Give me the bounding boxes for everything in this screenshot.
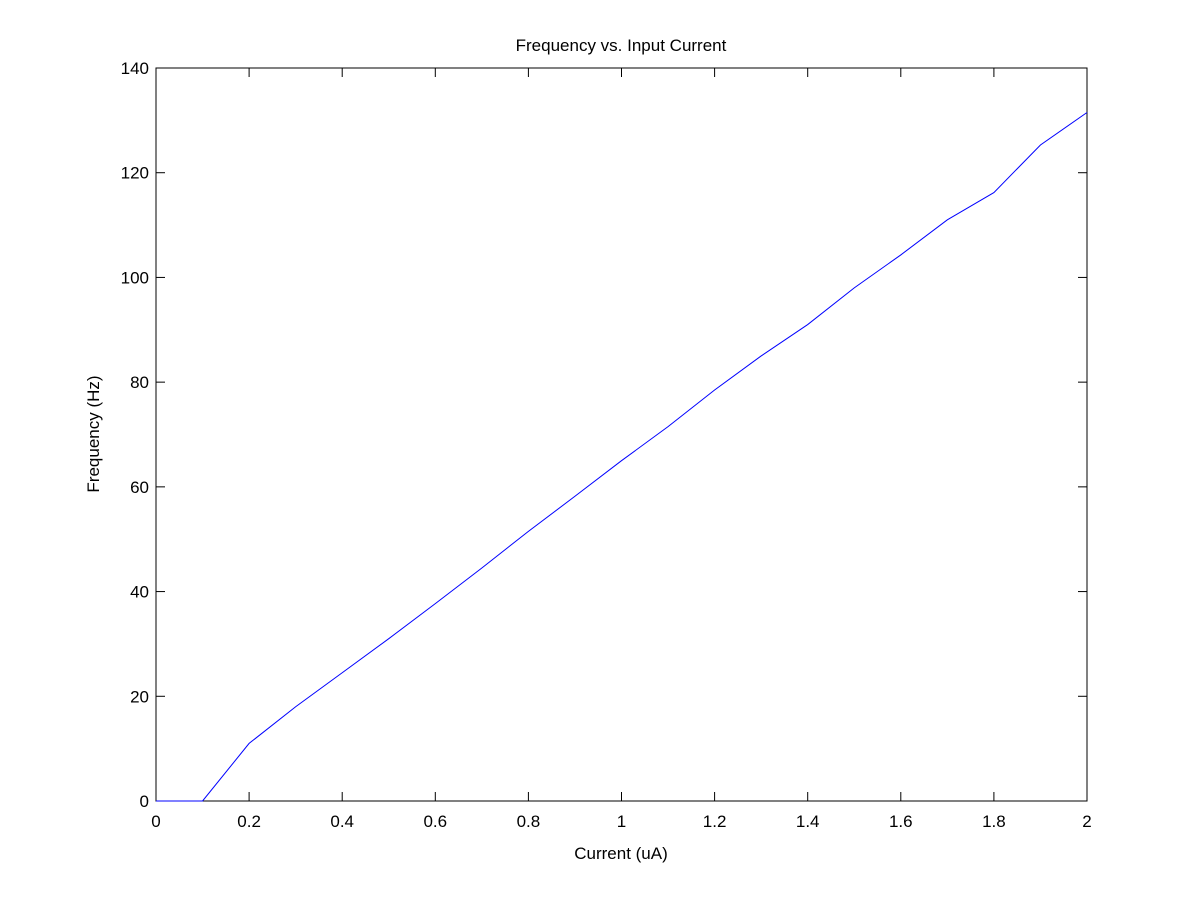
y-tick-label: 100 (121, 268, 149, 287)
x-tick-label: 1.8 (982, 812, 1006, 831)
y-axis-title: Frequency (Hz) (84, 375, 103, 492)
y-tick-label: 0 (140, 792, 149, 811)
x-tick-label: 1.4 (796, 812, 820, 831)
x-tick-label: 1.2 (703, 812, 727, 831)
chart-title: Frequency vs. Input Current (516, 36, 727, 55)
x-tick-label: 0.6 (423, 812, 447, 831)
y-tick-label: 140 (121, 59, 149, 78)
x-tick-label: 0 (151, 812, 160, 831)
x-tick-label: 0.8 (517, 812, 541, 831)
x-axis-title: Current (uA) (574, 844, 668, 863)
y-tick-label: 120 (121, 164, 149, 183)
x-tick-label: 0.4 (330, 812, 354, 831)
series-line (156, 112, 1088, 802)
plot-area: 0 0.2 0.4 0.6 0.8 1 1.2 1.4 1.6 1.8 20204060801001… (121, 59, 1092, 831)
x-tick-label: 1.6 (889, 812, 913, 831)
y-tick-label: 80 (130, 373, 149, 392)
y-tick-label: 20 (130, 687, 149, 706)
x-tick-label: 0.2 (237, 812, 261, 831)
x-tick-label: 1 (617, 812, 626, 831)
y-tick-label: 60 (130, 478, 149, 497)
y-tick-label: 40 (130, 583, 149, 602)
x-tick-label: 2 (1082, 812, 1091, 831)
